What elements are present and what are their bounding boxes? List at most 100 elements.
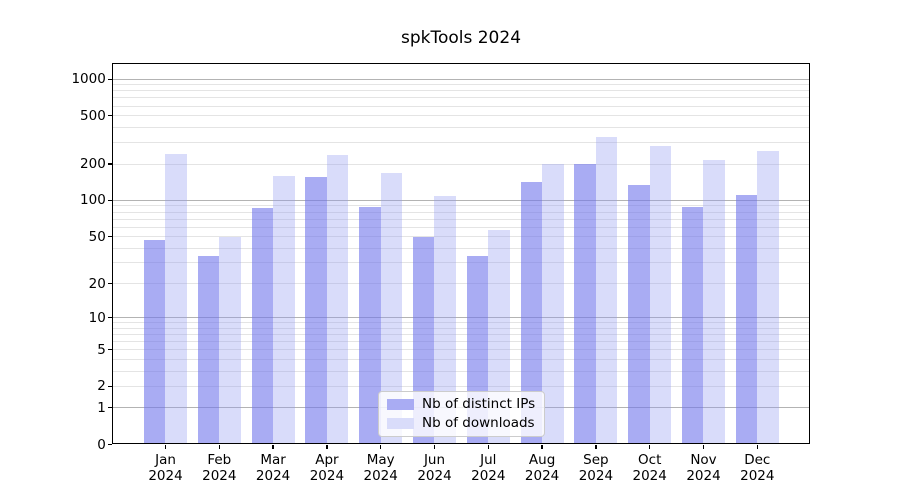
bar-distinct-ips <box>197 256 220 445</box>
bar-downloads <box>434 196 456 445</box>
chart-title: spkTools 2024 <box>400 28 522 48</box>
bar-distinct-ips <box>735 195 758 445</box>
y-tick <box>107 163 112 165</box>
x-tick-label: Sep 2024 <box>578 451 614 485</box>
gridline-minor <box>112 349 810 351</box>
gridline-minor <box>112 327 810 329</box>
gridline-minor <box>112 97 810 99</box>
gridline-minor <box>112 322 810 324</box>
legend-label-distinct-ips: Nb of distinct IPs <box>422 396 536 412</box>
y-tick <box>107 317 112 319</box>
x-tick-label: Jan 2024 <box>148 451 183 485</box>
y-tick <box>107 407 112 409</box>
bar-downloads <box>380 172 403 445</box>
y-tick <box>107 385 112 388</box>
gridline-minor <box>112 236 810 238</box>
y-tick-label: 2 <box>97 378 106 395</box>
x-tick <box>272 444 274 449</box>
gridline-minor <box>112 370 810 372</box>
y-tick <box>107 235 112 238</box>
gridline-minor <box>112 247 810 249</box>
x-tick-label: Mar 2024 <box>255 451 291 485</box>
bar-distinct-ips <box>305 176 327 445</box>
x-tick-label: Apr 2024 <box>309 451 345 485</box>
bar-downloads <box>326 155 349 445</box>
bar-distinct-ips <box>143 239 166 445</box>
gridline-major <box>112 317 810 319</box>
x-tick <box>702 444 705 449</box>
gridline-minor <box>112 334 810 336</box>
legend-label-downloads: Nb of downloads <box>422 415 535 431</box>
bar-downloads <box>703 160 725 445</box>
y-tick <box>107 199 112 202</box>
bar-distinct-ips <box>574 164 596 445</box>
x-tick-label: Feb 2024 <box>202 451 237 485</box>
legend-swatch-distinct-ips <box>387 398 414 410</box>
bar-distinct-ips <box>681 207 704 445</box>
gridline-minor <box>112 385 810 387</box>
x-tick-label: Jul 2024 <box>471 451 506 485</box>
x-tick-label: Aug 2024 <box>524 451 560 485</box>
y-tick-label: 100 <box>80 192 106 209</box>
bar-downloads <box>219 236 241 445</box>
plot-area <box>112 63 810 445</box>
bar-distinct-ips <box>359 207 381 445</box>
y-tick <box>107 115 112 117</box>
x-tick <box>380 444 382 449</box>
gridline-minor <box>112 105 810 107</box>
gridline-minor <box>112 115 810 117</box>
y-tick-label: 10 <box>88 309 106 326</box>
gridline-minor <box>112 84 810 86</box>
y-tick <box>107 349 112 351</box>
gridline-minor <box>112 90 810 92</box>
bar-distinct-ips <box>628 185 650 445</box>
gridline-major <box>112 78 810 80</box>
y-tick-label: 50 <box>88 228 106 245</box>
gridline-minor <box>112 226 810 228</box>
gridline-minor <box>112 211 810 213</box>
bar-distinct-ips <box>251 208 274 445</box>
bar-distinct-ips <box>520 182 543 445</box>
x-tick-label: Dec 2024 <box>740 451 775 485</box>
gridline-minor <box>112 341 810 343</box>
x-tick <box>649 444 651 449</box>
y-tick-label: 500 <box>80 107 106 124</box>
y-tick-label: 5 <box>97 341 106 358</box>
x-tick-label: Oct 2024 <box>632 451 667 485</box>
bar-downloads <box>595 136 618 445</box>
y-tick-label: 0 <box>97 436 106 453</box>
y-tick-label: 1000 <box>71 71 106 88</box>
bar-downloads <box>165 154 187 445</box>
x-tick-label: May 2024 <box>363 451 398 485</box>
gridline-minor <box>112 142 810 144</box>
x-tick <box>164 444 167 449</box>
y-tick-label: 1 <box>97 399 106 416</box>
x-tick <box>326 444 328 449</box>
y-tick-label: 200 <box>80 156 106 173</box>
x-tick <box>487 444 489 449</box>
gridline-minor <box>112 358 810 360</box>
x-tick <box>541 444 543 449</box>
legend-entry-distinct-ips: Nb of distinct IPs <box>387 396 536 412</box>
x-tick <box>595 444 597 449</box>
x-tick <box>218 444 220 449</box>
gridline-minor <box>112 262 810 264</box>
gridline-minor <box>112 127 810 129</box>
gridline-major <box>112 199 810 201</box>
x-tick <box>433 444 436 449</box>
gridline-minor <box>112 282 810 284</box>
bar-downloads <box>273 175 295 445</box>
legend-swatch-downloads <box>387 417 414 429</box>
gridline-minor <box>112 163 810 165</box>
gridline-minor <box>112 205 810 207</box>
y-tick-label: 20 <box>88 275 106 292</box>
legend: Nb of distinct IPs Nb of downloads <box>378 390 545 437</box>
bar-downloads <box>757 151 779 445</box>
x-tick-label: Jun 2024 <box>417 451 452 485</box>
bar-downloads <box>542 163 564 445</box>
legend-entry-downloads: Nb of downloads <box>387 415 536 431</box>
bar-downloads <box>649 146 672 445</box>
y-tick <box>107 78 112 80</box>
x-tick <box>756 444 758 449</box>
